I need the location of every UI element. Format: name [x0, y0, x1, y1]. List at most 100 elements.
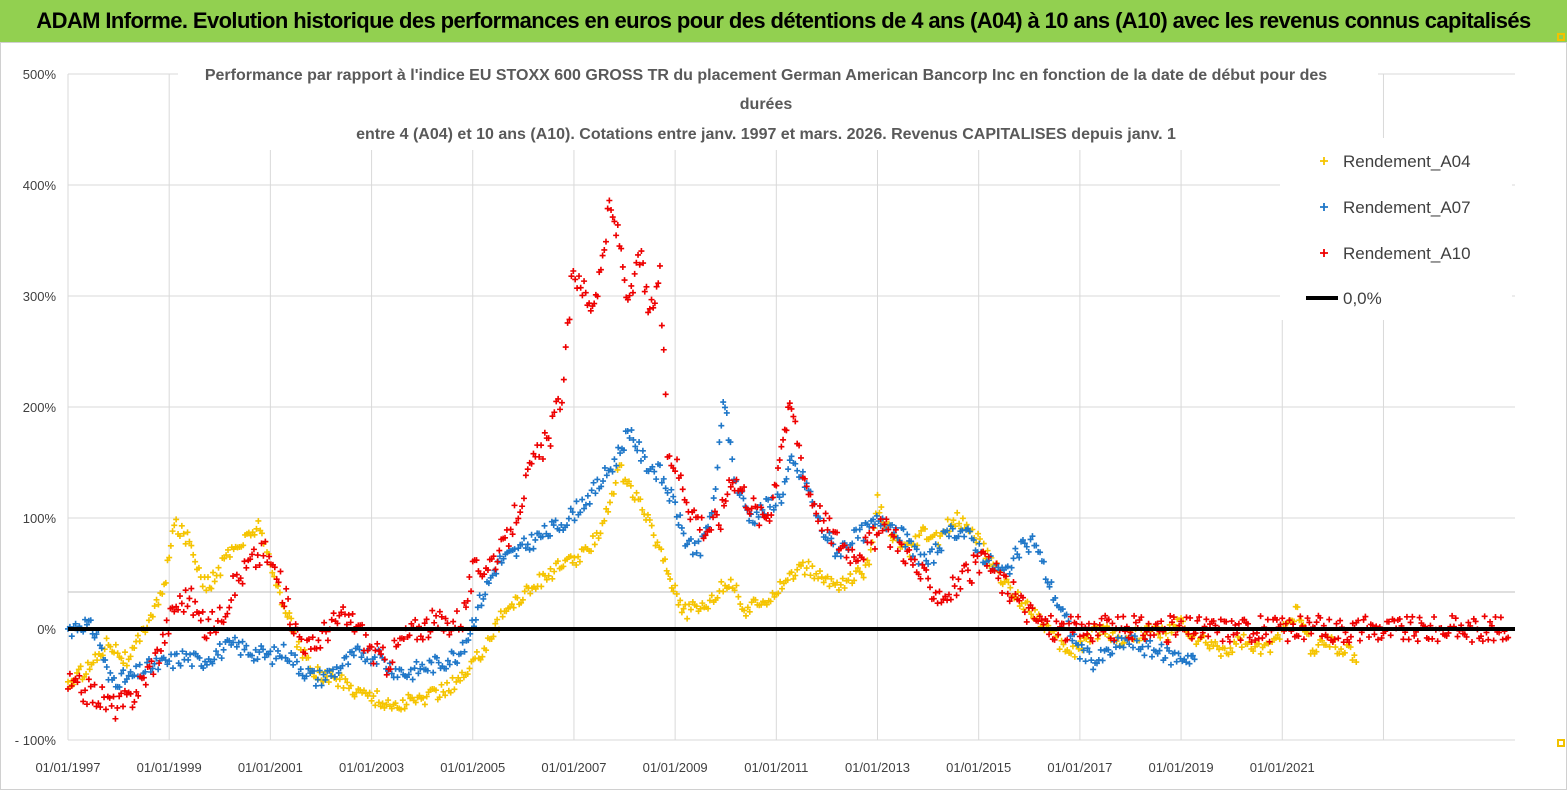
data-point	[461, 599, 468, 606]
data-point	[959, 515, 966, 522]
data-point	[947, 596, 954, 603]
data-point	[68, 682, 75, 689]
data-point	[423, 693, 430, 700]
data-point	[485, 580, 492, 587]
data-point	[524, 466, 531, 473]
data-point	[982, 550, 989, 557]
data-point	[443, 679, 450, 686]
data-point	[558, 521, 565, 528]
data-point	[648, 522, 655, 529]
x-tick-label: 01/01/2001	[238, 760, 303, 775]
data-point	[1173, 658, 1180, 665]
data-point	[912, 533, 919, 540]
data-point	[502, 534, 509, 541]
data-point	[446, 661, 453, 668]
data-point	[370, 693, 377, 700]
data-point	[780, 436, 787, 443]
data-point	[184, 529, 191, 536]
data-point	[256, 562, 263, 569]
data-point	[748, 505, 755, 512]
data-point	[736, 492, 743, 499]
data-point	[383, 701, 390, 708]
data-point	[1481, 613, 1488, 620]
data-point	[633, 489, 640, 496]
data-point	[713, 511, 720, 518]
data-point	[1004, 590, 1011, 597]
data-point	[983, 562, 990, 569]
data-point	[161, 639, 168, 646]
data-point	[203, 661, 210, 668]
data-point	[1006, 598, 1013, 605]
data-point	[83, 621, 90, 628]
data-point	[210, 569, 217, 576]
data-point	[208, 585, 215, 592]
data-point	[231, 592, 238, 599]
data-point	[519, 596, 526, 603]
data-point	[1267, 649, 1274, 656]
data-point	[297, 666, 304, 673]
data-point	[816, 568, 823, 575]
data-point	[409, 676, 416, 683]
data-point	[678, 524, 685, 531]
data-point	[313, 645, 320, 652]
data-point	[841, 542, 848, 549]
data-point	[606, 499, 613, 506]
data-point	[650, 532, 657, 539]
data-point	[492, 620, 499, 627]
data-point	[1055, 631, 1062, 638]
data-point	[1084, 630, 1091, 637]
data-point	[586, 500, 593, 507]
data-point	[256, 649, 263, 656]
data-point	[902, 543, 909, 550]
data-point	[233, 571, 240, 578]
data-point	[358, 654, 365, 661]
data-point	[1237, 637, 1244, 644]
x-tick-label: 01/01/2015	[946, 760, 1011, 775]
data-point	[175, 606, 182, 613]
data-point	[330, 610, 337, 617]
data-point	[1284, 638, 1291, 645]
data-point	[472, 616, 479, 623]
data-point	[258, 540, 265, 547]
data-point	[411, 665, 418, 672]
data-point	[258, 530, 265, 537]
data-point	[790, 575, 797, 582]
data-point	[824, 537, 831, 544]
data-point	[385, 697, 392, 704]
data-point	[252, 646, 259, 653]
data-point	[1033, 542, 1040, 549]
data-point	[118, 690, 125, 697]
data-point	[1084, 645, 1091, 652]
data-point	[1102, 612, 1109, 619]
data-point	[1139, 643, 1146, 650]
data-point	[1216, 646, 1223, 653]
data-point	[720, 399, 727, 406]
data-point	[722, 497, 729, 504]
data-point	[180, 530, 187, 537]
data-point	[417, 633, 424, 640]
data-point	[416, 692, 423, 699]
data-point	[677, 512, 684, 519]
data-point	[672, 468, 679, 475]
data-point	[1366, 634, 1372, 641]
data-point	[691, 540, 698, 547]
data-point	[467, 630, 474, 637]
data-point	[1273, 616, 1280, 623]
data-point	[755, 513, 762, 520]
data-point	[356, 646, 363, 653]
data-point	[581, 278, 588, 285]
page-title: ADAM Informe. Evolution historique des p…	[36, 8, 1531, 33]
data-point	[1147, 637, 1154, 644]
data-point	[974, 553, 981, 560]
data-point	[1099, 657, 1106, 664]
data-point	[1217, 616, 1224, 623]
data-point	[74, 679, 81, 686]
data-point	[178, 522, 185, 529]
data-point	[209, 660, 216, 667]
data-point	[741, 607, 748, 614]
data-point	[1120, 613, 1127, 620]
data-point	[374, 688, 381, 695]
data-point	[186, 595, 193, 602]
data-point	[192, 558, 199, 565]
data-point	[710, 514, 717, 521]
